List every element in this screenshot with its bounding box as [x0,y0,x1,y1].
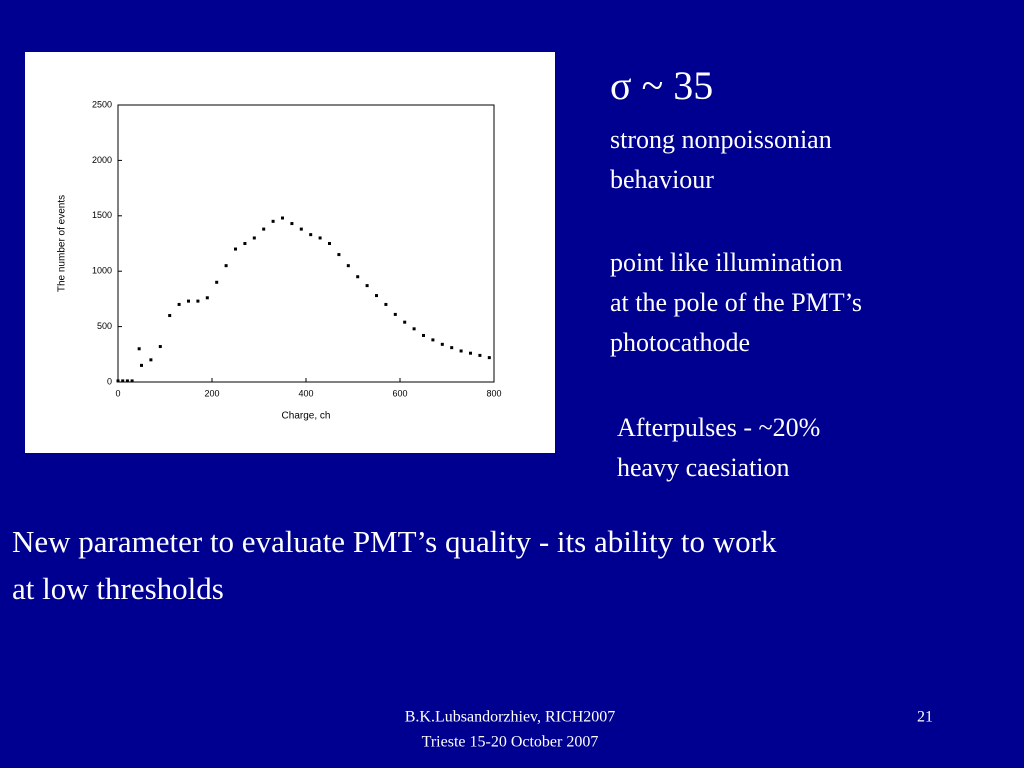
main-text: at low thresholds [12,571,224,606]
point [440,342,444,346]
point [137,347,141,351]
point [205,296,209,300]
point [318,236,322,240]
point [384,302,388,306]
point [252,236,256,240]
y-axis-label: The number of events [57,195,68,292]
point [149,358,153,362]
point [309,233,313,237]
point [403,320,407,324]
point [487,356,491,360]
point [215,280,219,284]
y-tick-label: 500 [97,321,112,331]
x-tick-label: 600 [392,388,407,398]
point [431,338,435,342]
point [375,294,378,298]
point [271,219,275,223]
point [328,242,331,245]
point [125,379,129,383]
point [224,264,228,268]
point [281,216,284,220]
y-tick-label: 0 [107,376,112,386]
x-tick-label: 0 [115,388,120,398]
point [116,379,120,383]
x-tick-label: 200 [204,388,219,398]
y-tick-label: 1500 [92,210,112,220]
note-line: σ ~ 35 [610,63,713,108]
point [365,284,369,288]
y-tick-label: 2500 [92,99,112,109]
note-line: point like illumination [610,248,843,277]
y-tick-label: 1000 [92,266,112,276]
note-line: strong nonpoissonian [610,125,832,154]
note-line: photocathode [610,328,750,357]
note-line: at the pole of the PMT’s [610,288,862,317]
point [412,327,416,331]
chart-background [25,52,555,453]
point [243,242,247,245]
chart: 0 200 400 600 800 0 500 1000 1500 2000 2500 Charge,… [25,52,555,453]
footer-text: Trieste 15-20 October 2007 [422,734,599,751]
footer-text: B.K.Lubsandorzhiev, RICH2007 [405,709,616,726]
point [177,302,181,306]
point [478,353,482,357]
point [356,275,360,279]
point [346,264,350,268]
point [299,227,303,231]
point [234,247,237,251]
point [459,349,463,353]
x-tick-label: 800 [486,388,501,398]
point [158,345,162,349]
note-line: Afterpulses - ~20% [617,413,820,442]
point [121,379,125,383]
point [290,222,294,226]
page-number: 21 [917,709,933,726]
point [130,379,134,383]
note-line: behaviour [610,165,714,194]
point [196,299,200,303]
point [469,351,472,355]
point [422,333,425,337]
point [187,299,190,303]
x-axis-label: Charge, ch [282,411,331,422]
point [393,312,397,316]
y-tick-label: 2000 [92,155,112,165]
point [140,363,143,367]
main-text: New parameter to evaluate PMT’s quality … [12,524,777,559]
point [262,227,266,231]
note-line: heavy caesiation [617,453,790,482]
x-tick-label: 400 [298,388,313,398]
point [168,314,172,318]
point [450,346,454,350]
point [337,253,341,257]
